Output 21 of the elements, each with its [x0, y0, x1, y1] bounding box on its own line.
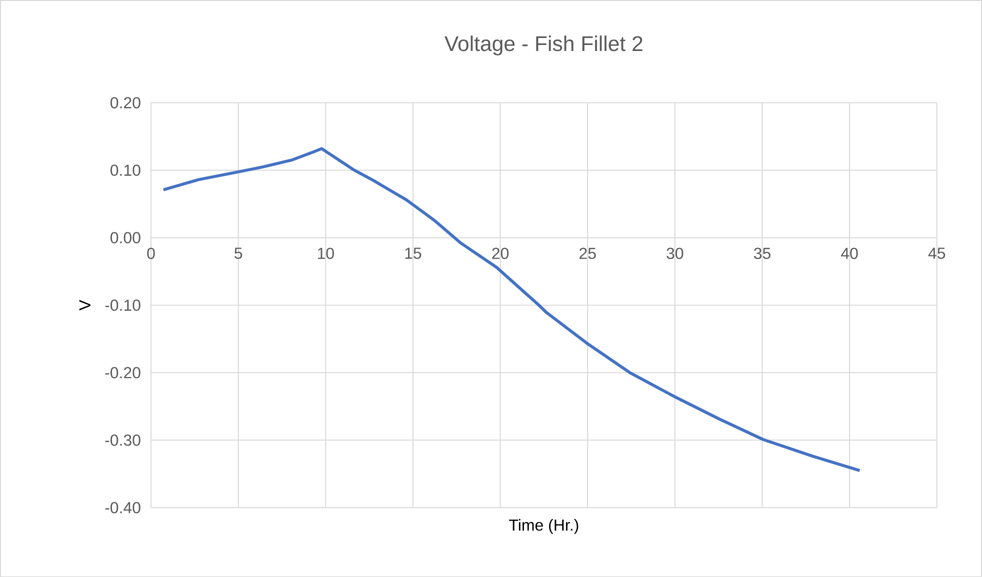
x-tick-label: 30 [666, 248, 684, 259]
x-tick-label: 15 [405, 248, 422, 259]
x-tick-label: 40 [841, 248, 858, 259]
y-tick-label: -0.20 [105, 366, 140, 378]
y-tick-label: 0.20 [110, 96, 140, 108]
y-axis-title: V [79, 300, 90, 310]
y-tick-label: -0.10 [105, 299, 140, 311]
x-tick-label: 10 [318, 248, 334, 259]
x-tick-label: 45 [928, 248, 946, 259]
chart-title: Voltage - Fish Fillet 2 [444, 35, 642, 56]
y-tick-label: 0.00 [110, 232, 140, 244]
x-tick-label: 0 [147, 248, 155, 259]
x-tick-label: 25 [580, 248, 596, 259]
x-tick-label: 35 [754, 248, 770, 259]
x-tick-label: 20 [492, 248, 509, 259]
line-series [162, 146, 862, 472]
x-axis-title: Time (Hr.) [509, 518, 578, 534]
y-tick-label: 0.10 [110, 164, 140, 176]
x-tick-label: 5 [234, 248, 242, 259]
y-tick-label: -0.30 [105, 434, 140, 446]
y-tick-label: -0.40 [105, 502, 140, 514]
